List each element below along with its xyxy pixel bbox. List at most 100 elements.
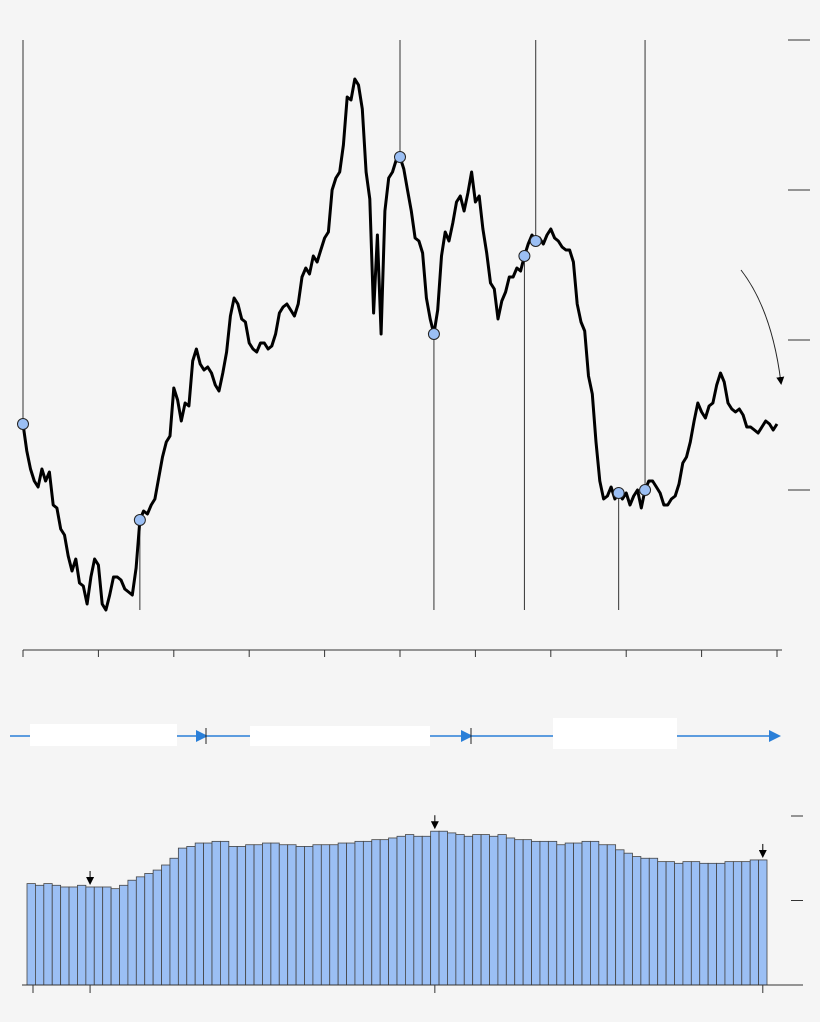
bar bbox=[531, 840, 541, 986]
bar bbox=[699, 862, 709, 986]
bar bbox=[371, 839, 381, 986]
bar bbox=[674, 862, 684, 986]
bar bbox=[564, 842, 574, 986]
bar-chart-panel bbox=[22, 815, 803, 993]
legend-label-box bbox=[30, 724, 177, 746]
bar bbox=[379, 839, 389, 986]
highlighted-point bbox=[518, 250, 531, 262]
bar bbox=[287, 844, 297, 986]
bar bbox=[60, 886, 70, 986]
bar bbox=[295, 846, 305, 986]
bar bbox=[606, 844, 617, 986]
bar bbox=[480, 834, 490, 986]
bar bbox=[119, 884, 129, 986]
bar bbox=[615, 849, 625, 986]
line-chart-panel bbox=[17, 39, 810, 657]
bar bbox=[110, 888, 120, 986]
bar bbox=[329, 844, 339, 986]
bar bbox=[447, 832, 457, 986]
bar bbox=[682, 861, 692, 986]
bar bbox=[312, 844, 322, 986]
bar bbox=[665, 861, 675, 986]
bar bbox=[463, 835, 474, 986]
bar bbox=[346, 842, 356, 986]
bar bbox=[749, 859, 759, 986]
bar bbox=[514, 839, 524, 986]
bar bbox=[262, 842, 272, 986]
bar bbox=[270, 842, 280, 986]
bar bbox=[77, 884, 87, 986]
bar bbox=[304, 846, 314, 986]
bar bbox=[169, 857, 179, 986]
highlighted-point bbox=[394, 151, 406, 163]
bar bbox=[337, 842, 347, 986]
bar bbox=[26, 883, 36, 986]
highlighted-point bbox=[612, 487, 625, 499]
bar bbox=[177, 847, 188, 986]
bar bbox=[640, 857, 650, 986]
bar bbox=[489, 835, 499, 986]
bar bbox=[455, 834, 465, 986]
highlighted-point bbox=[529, 235, 542, 247]
highlighted-point bbox=[639, 484, 652, 496]
bar bbox=[556, 844, 566, 986]
bar bbox=[93, 886, 104, 986]
bar bbox=[581, 840, 591, 986]
bar bbox=[161, 864, 171, 986]
highlighted-point bbox=[427, 328, 440, 340]
bar bbox=[245, 844, 255, 986]
bar bbox=[707, 862, 717, 986]
bar bbox=[690, 861, 701, 986]
bar bbox=[430, 830, 440, 986]
bar bbox=[220, 840, 230, 986]
bar bbox=[547, 840, 558, 986]
legend-panel bbox=[10, 718, 781, 749]
bar bbox=[438, 830, 448, 986]
bar bbox=[472, 834, 482, 986]
bar bbox=[505, 837, 516, 986]
bar bbox=[632, 856, 642, 986]
bar bbox=[43, 883, 53, 986]
bar bbox=[539, 840, 549, 986]
bar bbox=[522, 839, 532, 986]
legend-label-box bbox=[553, 718, 677, 749]
bar bbox=[648, 857, 659, 986]
bar bbox=[590, 840, 600, 986]
bar bbox=[362, 840, 373, 986]
bar bbox=[388, 837, 398, 986]
bar bbox=[732, 861, 743, 986]
trend-arrow bbox=[740, 269, 785, 385]
bar bbox=[35, 884, 45, 986]
bar bbox=[152, 869, 162, 986]
highlighted-point bbox=[133, 514, 146, 526]
bar bbox=[657, 861, 667, 986]
bar bbox=[758, 859, 768, 986]
bar bbox=[320, 844, 331, 986]
bar bbox=[211, 840, 221, 986]
bar bbox=[203, 842, 213, 986]
bar bbox=[396, 835, 406, 986]
bar bbox=[236, 846, 247, 986]
bar bbox=[228, 846, 238, 986]
bar bbox=[127, 879, 137, 986]
bar bbox=[51, 884, 62, 986]
bar bbox=[102, 886, 112, 986]
bar bbox=[253, 844, 263, 986]
bar bbox=[186, 846, 196, 986]
bar bbox=[421, 835, 432, 986]
bar bbox=[598, 844, 608, 986]
bar bbox=[497, 834, 507, 986]
bar bbox=[405, 834, 415, 986]
bar bbox=[716, 862, 726, 986]
bar bbox=[741, 861, 751, 986]
bar bbox=[85, 886, 95, 986]
bar bbox=[278, 844, 289, 986]
bar bbox=[623, 852, 633, 986]
bar bbox=[354, 840, 364, 986]
bar bbox=[144, 873, 154, 986]
bar bbox=[68, 886, 78, 986]
bar bbox=[413, 835, 423, 986]
legend-label-box bbox=[250, 726, 430, 746]
